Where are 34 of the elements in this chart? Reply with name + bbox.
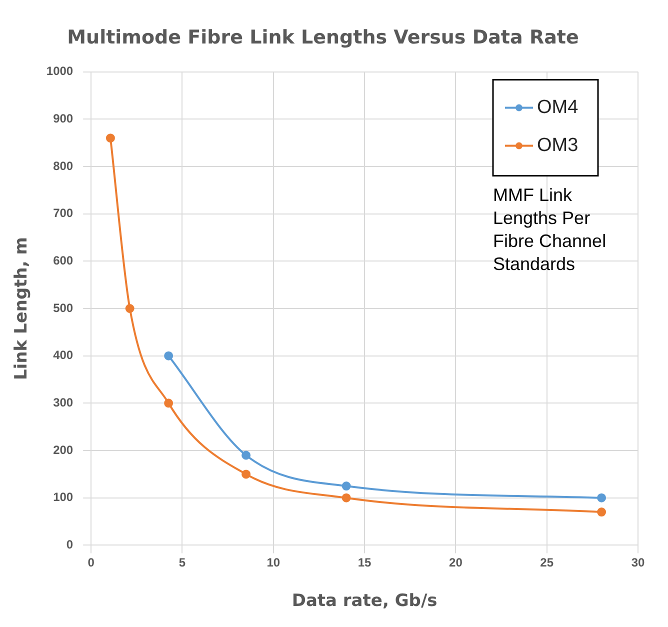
point — [242, 470, 251, 479]
x-tick-label: 15 — [358, 556, 372, 570]
y-tick-label: 200 — [53, 442, 74, 457]
y-tick-label: 300 — [53, 395, 74, 410]
point — [597, 493, 606, 502]
point — [164, 351, 174, 360]
x-tick-label: 5 — [178, 556, 186, 570]
point — [242, 450, 251, 460]
y-tick-label: 400 — [53, 348, 74, 362]
point — [342, 493, 351, 502]
y-tick-label: 100 — [53, 490, 74, 504]
y-tick-label: 900 — [53, 111, 74, 126]
point — [125, 304, 134, 313]
x-tick-label: 30 — [631, 556, 645, 570]
y-tick-label: 800 — [53, 158, 74, 173]
point — [164, 398, 174, 408]
point — [342, 482, 351, 491]
chart-title: Multimode Fibre Link Lengths Versus Data Rate — [67, 26, 579, 48]
legend-label: OM4 — [537, 97, 579, 118]
y-tick-label: 500 — [53, 300, 74, 315]
x-axis-title: Data rate, Gb/s — [292, 591, 438, 612]
point — [106, 134, 115, 143]
y-tick-label: 0 — [66, 538, 74, 552]
x-tick-label: 25 — [540, 556, 554, 570]
y-tick-label: 600 — [53, 253, 74, 268]
x-tick-label: 0 — [88, 556, 95, 570]
y-tick-label: 1000 — [46, 64, 74, 78]
x-tick-label: 20 — [449, 556, 463, 570]
y-axis-title: Link Length, m — [12, 237, 32, 380]
x-tick-label: 10 — [266, 556, 280, 570]
annotation: MMF Link Lengths Per Fibre Channel Standards — [493, 184, 606, 274]
point — [597, 508, 606, 517]
y-tick-label: 700 — [53, 206, 74, 220]
legend-label: OM3 — [537, 135, 578, 156]
